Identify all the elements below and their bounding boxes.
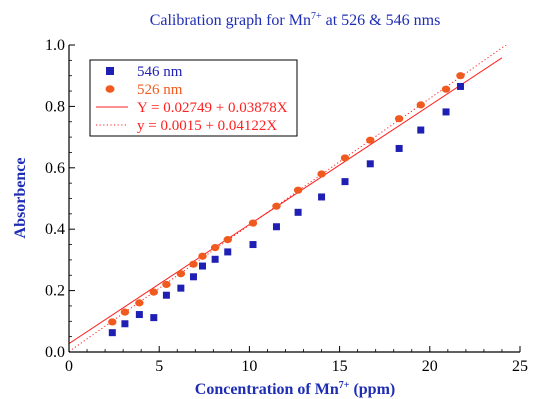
- point-546nm: [395, 144, 403, 152]
- point-526nm: [108, 318, 117, 326]
- legend-label-fit-2: y = 0.0015 + 0.04122X: [137, 118, 277, 134]
- xlabel-main: Concentration of Mn: [195, 381, 339, 398]
- point-546nm: [366, 160, 374, 168]
- legend: 546 nm 526 nm Y = 0.02749 + 0.03878X y = 0.…: [89, 59, 298, 137]
- legend-marker-526nm: [105, 85, 115, 93]
- point-546nm: [294, 208, 302, 216]
- point-526nm: [272, 202, 281, 210]
- point-526nm: [317, 170, 326, 178]
- point-546nm: [121, 320, 129, 328]
- point-546nm: [150, 314, 158, 322]
- chart-title: Calibration graph for Mn7+ at 526 & 546 …: [150, 11, 441, 29]
- xlabel-sup: 7+: [339, 380, 350, 391]
- legend-label-526nm: 526 nm: [137, 82, 183, 98]
- plot-area: [69, 45, 507, 352]
- point-526nm: [120, 308, 130, 316]
- point-526nm: [340, 154, 350, 162]
- y-axis-label: Absorbence: [12, 158, 29, 239]
- point-526nm: [176, 270, 186, 278]
- point-526nm: [198, 252, 207, 260]
- point-546nm: [318, 193, 326, 201]
- legend-marker-546nm: [106, 67, 114, 75]
- point-526nm: [456, 72, 465, 80]
- x-tick-label: 25: [512, 358, 528, 375]
- point-546nm: [224, 248, 232, 256]
- point-546nm: [417, 126, 425, 134]
- point-546nm: [108, 329, 116, 337]
- point-546nm: [162, 291, 170, 299]
- point-526nm: [394, 115, 404, 123]
- point-546nm: [177, 284, 185, 292]
- point-546nm: [442, 108, 450, 116]
- point-546nm: [189, 273, 197, 281]
- title-main: Calibration graph for Mn: [150, 12, 311, 29]
- point-546nm: [249, 241, 257, 249]
- point-526nm: [210, 244, 220, 252]
- legend-box: [89, 59, 298, 137]
- point-546nm: [456, 82, 464, 90]
- point-546nm: [198, 262, 206, 270]
- point-546nm: [272, 223, 280, 231]
- title-sup: 7+: [311, 11, 322, 22]
- fit-line-1: [69, 57, 503, 344]
- point-526nm: [441, 85, 451, 93]
- legend-label-fit-1: Y = 0.02749 + 0.03878X: [137, 100, 288, 116]
- y-tick-label: 0.6: [45, 160, 65, 177]
- point-526nm: [189, 260, 198, 268]
- point-526nm: [223, 236, 232, 244]
- x-tick-label: 15: [332, 358, 348, 375]
- point-526nm: [248, 219, 258, 227]
- point-526nm: [135, 299, 144, 307]
- y-tick-label: 0.4: [45, 221, 65, 238]
- y-tick-label: 1.0: [45, 37, 65, 54]
- y-tick-label: 0.8: [45, 98, 65, 115]
- point-546nm: [211, 255, 219, 263]
- point-526nm: [149, 288, 158, 296]
- point-546nm: [341, 178, 349, 186]
- axes: 0 5 10 15 20 25 0.0 0.2 0.4 0.6 0.8 1.0: [45, 37, 528, 375]
- point-526nm: [162, 280, 171, 289]
- x-axis-label: Concentration of Mn7+ (ppm): [195, 380, 395, 398]
- legend-label-546nm: 546 nm: [137, 64, 183, 80]
- title-rest: at 526 & 546 nms: [322, 12, 441, 29]
- y-tick-label: 0.0: [45, 344, 65, 361]
- x-tick-label: 10: [241, 358, 257, 375]
- point-526nm: [293, 186, 303, 194]
- point-546nm: [135, 311, 143, 319]
- y-tick-label: 0.2: [45, 283, 65, 300]
- xlabel-rest: (ppm): [349, 381, 395, 398]
- x-tick-label: 20: [422, 358, 438, 375]
- point-526nm: [416, 101, 425, 109]
- x-tick-label: 0: [65, 358, 73, 375]
- x-tick-label: 5: [155, 358, 163, 375]
- point-526nm: [366, 136, 375, 144]
